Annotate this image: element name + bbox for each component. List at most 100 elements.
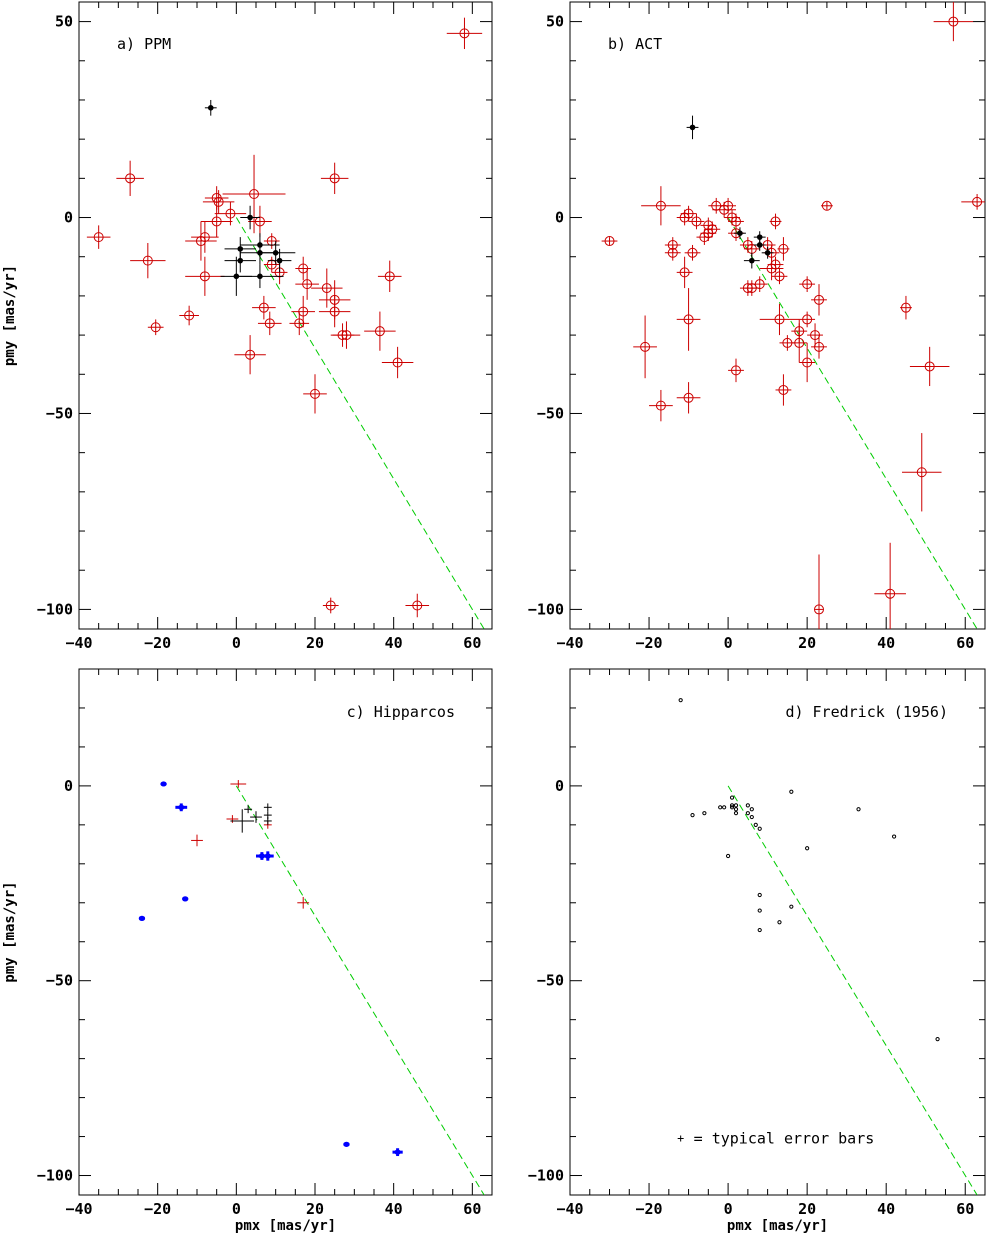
data-point: [633, 315, 657, 379]
point-marker: [178, 804, 185, 810]
data-point: [263, 233, 280, 249]
data-point: [261, 851, 274, 861]
data-point: [789, 904, 794, 909]
data-point: [86, 225, 111, 249]
data-point: [811, 335, 827, 359]
data-point: [757, 826, 762, 831]
y-tick-label: −100: [528, 600, 564, 618]
point-marker: [778, 243, 789, 254]
data-point: [902, 433, 942, 512]
point-marker: [757, 908, 762, 913]
point-marker: [757, 927, 762, 933]
plot-area: [601, 2, 985, 629]
error-bar-legend-text: = typical error bars: [694, 1130, 875, 1148]
point-marker: [885, 588, 896, 599]
point-marker: [711, 200, 722, 211]
point-marker: [729, 805, 735, 810]
series-small-circle: [678, 698, 940, 1042]
y-tick-label: −50: [46, 404, 73, 422]
data-point: [733, 807, 739, 812]
point-marker: [770, 216, 781, 227]
point-marker: [725, 853, 731, 859]
point-marker: [264, 853, 271, 859]
plot-frame: [78, 1, 493, 630]
point-marker: [789, 904, 794, 909]
x-tick-label: −40: [556, 634, 583, 652]
point-marker: [814, 604, 824, 615]
point-marker: [948, 16, 959, 27]
data-point: [191, 834, 203, 847]
point-marker: [749, 807, 754, 812]
point-marker: [150, 322, 161, 333]
point-marker: [160, 781, 167, 787]
data-point: [676, 288, 701, 351]
x-tick-label: 60: [463, 634, 481, 652]
point-marker: [412, 600, 423, 611]
point-marker: [802, 314, 813, 325]
data-point: [182, 896, 189, 902]
data-point: [799, 342, 816, 383]
y-ticks: −100 −50 0: [528, 668, 985, 1185]
typical-error-bar-symbol: [677, 1135, 684, 1142]
data-point: [147, 319, 164, 336]
point-marker: [199, 271, 210, 282]
point-marker: [678, 698, 683, 703]
series-blue-cross: [138, 781, 403, 1157]
data-point: [263, 803, 272, 812]
panel-title: a) PPM: [117, 35, 171, 53]
point-marker: [733, 811, 739, 816]
data-point: [820, 200, 833, 211]
point-marker: [814, 294, 824, 305]
x-axis-title: pmx [mas/yr]: [235, 1218, 336, 1234]
data-point: [753, 239, 766, 251]
x-tick-label: −20: [144, 634, 171, 652]
point-marker: [727, 212, 738, 223]
y-ticks: −100 −50 0 50: [37, 13, 492, 618]
panel-d-fredrick: d) Fredrick (1956) pmx [mas/yr] = typica…: [528, 668, 986, 1234]
data-point: [700, 225, 717, 242]
x-tick-label: −40: [65, 634, 92, 652]
point-marker: [683, 392, 694, 403]
data-point: [297, 896, 310, 909]
point-marker: [272, 250, 279, 256]
point-marker: [683, 208, 694, 219]
data-point: [322, 597, 339, 614]
point-marker: [753, 822, 758, 827]
data-point: [909, 346, 950, 387]
point-marker: [745, 803, 750, 808]
data-point: [649, 389, 673, 422]
x-tick-label: 0: [232, 1200, 241, 1218]
data-point: [690, 813, 695, 818]
data-point: [814, 554, 824, 629]
data-point: [779, 335, 796, 351]
data-point: [601, 236, 618, 247]
point-marker: [972, 196, 983, 207]
data-point: [318, 295, 351, 328]
data-point: [761, 246, 774, 259]
data-point: [446, 17, 483, 50]
x-tick-label: 20: [306, 634, 324, 652]
data-point: [320, 162, 349, 195]
point-marker: [699, 232, 710, 243]
point-marker: [93, 232, 104, 243]
data-point: [789, 789, 794, 794]
data-point: [248, 205, 272, 238]
point-marker: [276, 257, 283, 264]
point-marker: [310, 388, 320, 399]
point-marker: [679, 267, 690, 278]
data-point: [757, 927, 762, 933]
data-point: [729, 795, 735, 800]
data-point: [392, 1148, 403, 1157]
reference-line: [235, 785, 485, 1195]
x-tick-label: 60: [463, 1200, 481, 1218]
panel-c-hipparcos: c) Hipparcos pmy [mas/yr] pmx [mas/yr] −…: [2, 668, 493, 1234]
point-marker: [184, 310, 195, 321]
data-point: [185, 256, 225, 296]
data-point: [295, 268, 319, 300]
series-red-cross: [191, 780, 310, 909]
data-point: [676, 256, 693, 289]
data-point: [381, 346, 414, 379]
point-marker: [384, 271, 395, 282]
data-point: [343, 1141, 350, 1147]
